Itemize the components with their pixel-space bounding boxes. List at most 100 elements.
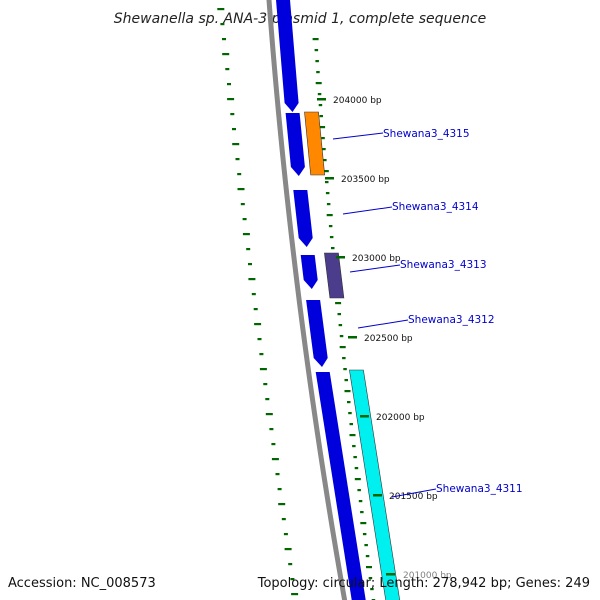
cds-arrow-4	[306, 300, 328, 367]
gene-leader-4312	[357, 319, 409, 329]
gc-dot	[235, 158, 240, 161]
gc-dot	[325, 181, 329, 184]
cds-arrow-0	[276, 0, 299, 112]
gc-dot	[271, 458, 279, 461]
gc-dot	[358, 500, 363, 503]
gc-dot	[370, 588, 374, 591]
gene-leader-4311	[391, 488, 437, 498]
cds-arrow-2	[293, 190, 313, 247]
gc-dot	[242, 233, 250, 236]
gene-block-4311	[349, 369, 401, 600]
gc-dot	[344, 390, 351, 393]
gc-dot	[329, 236, 334, 239]
gc-dot	[290, 578, 295, 581]
gc-dot	[257, 338, 262, 341]
gc-dot	[357, 489, 361, 492]
gc-dot	[263, 383, 268, 386]
gc-dot	[269, 428, 274, 431]
gc-dot	[314, 49, 319, 52]
tick-label-201000: 201000 bp	[403, 571, 452, 581]
gc-dot	[240, 203, 245, 206]
gc-dot	[225, 68, 230, 71]
gc-dot	[277, 488, 282, 491]
gc-dot	[360, 511, 364, 514]
gc-dot	[281, 518, 286, 521]
gc-dot	[323, 159, 327, 162]
tick-label-202500: 202500 bp	[364, 334, 413, 344]
gc-dot	[322, 148, 326, 151]
position-tick	[373, 494, 382, 497]
gc-dot	[237, 188, 245, 191]
tick-label-201500: 201500 bp	[389, 492, 438, 502]
gc-dot	[337, 313, 341, 316]
gene-label-4312[interactable]: Shewana3_4312	[408, 314, 495, 326]
gene-leader-4313	[349, 264, 401, 273]
gc-dot	[222, 53, 230, 56]
gc-dot	[312, 38, 319, 41]
tick-label-202000: 202000 bp	[376, 413, 425, 423]
gc-dot	[265, 398, 270, 401]
gc-dot	[354, 478, 361, 481]
gene-leader-4314	[342, 206, 393, 215]
gc-dot	[254, 323, 262, 326]
gc-dot	[248, 278, 256, 281]
gc-dot	[259, 353, 264, 356]
gc-dot	[362, 533, 367, 536]
gc-dot	[321, 137, 325, 140]
gc-dot	[338, 324, 343, 327]
gc-dot	[318, 104, 323, 107]
cds-arrow-3	[300, 255, 318, 289]
gene-label-4311[interactable]: Shewana3_4311	[436, 483, 523, 495]
map-title: Shewanella sp. ANA-3 plasmid 1, complete…	[114, 11, 486, 27]
gc-dot	[339, 346, 346, 349]
gc-dot	[232, 128, 236, 131]
gc-skew-dots-inner	[217, 8, 299, 596]
gc-dot	[343, 368, 347, 371]
gc-skew-dots-outer	[312, 38, 376, 600]
gc-dot	[325, 192, 330, 195]
gc-dot	[220, 23, 225, 26]
gc-dot	[222, 38, 226, 41]
gc-dot	[360, 522, 367, 525]
gene-label-4313[interactable]: Shewana3_4313	[400, 259, 487, 271]
position-tick	[386, 573, 395, 576]
gene-leader-4315	[332, 132, 384, 140]
gc-dot	[339, 335, 344, 338]
gene-labels: Shewana3_4315 Shewana3_4314 Shewana3_431…	[332, 128, 523, 498]
gc-dot	[259, 368, 267, 371]
gc-dot	[217, 8, 225, 11]
topology-summary-text: Topology: circular; Length: 278,942 bp; …	[257, 576, 590, 591]
gc-dot	[365, 555, 370, 558]
gene-label-4314[interactable]: Shewana3_4314	[392, 201, 479, 213]
position-tick	[336, 256, 345, 259]
gc-dot	[317, 93, 322, 96]
gc-dot	[315, 60, 319, 63]
gc-dot	[284, 548, 292, 551]
position-tick	[348, 336, 357, 339]
tick-label-203000: 203000 bp	[352, 254, 401, 264]
gc-dot	[319, 115, 323, 118]
gc-dot	[349, 423, 353, 426]
tick-label-204000: 204000 bp	[333, 96, 382, 106]
gc-dot	[230, 113, 235, 116]
gc-dot	[364, 544, 368, 547]
gc-dot	[315, 82, 322, 85]
gene-label-4315[interactable]: Shewana3_4315	[383, 128, 470, 140]
gc-dot	[366, 566, 372, 569]
position-tick	[360, 415, 369, 418]
gc-dot	[331, 247, 335, 250]
gc-dot	[242, 218, 247, 221]
gc-dot	[265, 413, 273, 416]
position-ticks: 204000 bp 203500 bp 203000 bp 202500 bp …	[317, 96, 452, 581]
gc-dot	[354, 467, 359, 470]
backbone-arc	[266, 0, 348, 600]
gc-dot	[271, 443, 276, 446]
cds-arrow-1	[285, 113, 305, 176]
gc-dot	[248, 263, 252, 266]
accession-text: Accession: NC_008573	[8, 576, 156, 591]
gc-dot	[352, 445, 356, 448]
gc-dot	[278, 503, 286, 506]
gc-dot	[227, 83, 231, 86]
highlight-track	[304, 111, 401, 600]
gc-dot	[328, 225, 333, 228]
